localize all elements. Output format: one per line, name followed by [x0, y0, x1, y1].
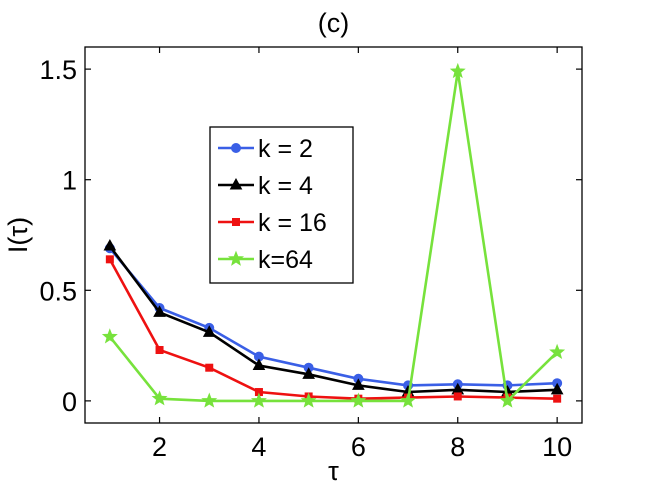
x-tick-label: 8 [450, 432, 465, 462]
data-point-k-64 [151, 390, 168, 406]
series-line-k-16 [108, 258, 558, 401]
x-axis-label: τ [328, 456, 339, 486]
data-point-k-16 [105, 255, 114, 264]
data-point-k-4 [550, 382, 564, 395]
data-point-k-64 [250, 392, 267, 408]
series-line-k-64 [108, 71, 559, 404]
data-point-k-64 [101, 328, 118, 344]
data-point-k-64 [350, 392, 367, 408]
legend-item-k-64: k=64 [218, 246, 313, 274]
legend-label: k = 2 [258, 135, 313, 163]
series-line-k-4 [108, 245, 558, 394]
legend-swatch-marker [227, 250, 245, 266]
legend-item-k-4: k = 4 [218, 172, 313, 200]
legend-label: k=64 [258, 246, 313, 274]
data-point-k-16 [553, 394, 562, 403]
legend-box [209, 126, 354, 284]
y-tick-label: 1 [62, 166, 77, 196]
legend-item-k-16: k = 16 [218, 209, 327, 237]
legend-label: k = 16 [258, 209, 327, 237]
data-point-k-64 [300, 392, 317, 408]
data-point-k-16 [205, 363, 214, 372]
data-point-k-64 [499, 392, 516, 408]
legend: k = 2 k = 4 k = 16 k=64 [209, 126, 354, 284]
legend-swatch-marker [229, 177, 243, 190]
series-line-k-2 [108, 247, 558, 387]
series-k-4 [103, 239, 564, 397]
data-point-k-16 [453, 392, 462, 401]
legend-swatch-marker [232, 218, 240, 226]
data-point-k-4 [252, 358, 266, 370]
chart-title: (c) [318, 8, 349, 38]
data-point-k-64 [549, 343, 566, 360]
x-tick-label: 2 [152, 432, 167, 462]
legend-label: k = 4 [258, 172, 313, 200]
data-point-k-4 [202, 325, 216, 337]
y-tick-label: 0 [62, 387, 77, 417]
data-point-k-16 [155, 346, 164, 355]
series-group [101, 62, 566, 408]
data-point-k-4 [302, 367, 315, 379]
x-tick-label: 6 [351, 432, 366, 462]
series-k-64 [101, 62, 566, 408]
axes: 2 4 6 8 10 0 0.5 1 1.5 [39, 47, 582, 462]
data-point-k-64 [201, 392, 218, 408]
data-point-k-64 [400, 392, 417, 408]
x-tick-label: 10 [542, 432, 572, 462]
data-point-k-4 [153, 305, 166, 317]
data-point-k-64 [449, 62, 466, 79]
data-point-k-4 [103, 239, 117, 251]
y-tick-label: 0.5 [39, 276, 77, 306]
data-point-k-4 [352, 378, 365, 390]
legend-swatch-marker [231, 143, 241, 153]
y-tick-label: 1.5 [39, 55, 77, 85]
x-tick-label: 4 [251, 432, 266, 462]
legend-item-k-2: k = 2 [218, 135, 313, 163]
y-axis-label: I(τ) [3, 217, 33, 253]
